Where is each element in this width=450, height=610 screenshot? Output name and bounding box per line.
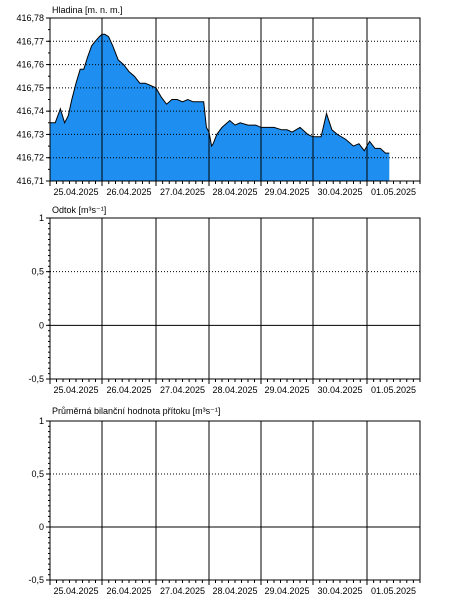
x-tick-label: 29.04.2025 xyxy=(264,586,309,596)
x-tick-label: 29.04.2025 xyxy=(264,187,309,197)
y-tick-label: 0,5 xyxy=(31,267,44,277)
y-tick-label: 416,72 xyxy=(16,153,44,163)
y-tick-label: 416,71 xyxy=(16,176,44,186)
x-tick-label: 30.04.2025 xyxy=(317,385,362,395)
x-tick-label: 01.05.2025 xyxy=(371,385,416,395)
x-tick-label: 28.04.2025 xyxy=(212,385,257,395)
plot-frame xyxy=(49,217,421,380)
area-fill xyxy=(50,34,390,181)
y-tick-label: 1 xyxy=(39,213,44,223)
chart-panel-1: Hladina [m. n. m.] 416,71 416,72 416,73 416,… xyxy=(16,5,421,197)
x-tick-label: 01.05.2025 xyxy=(371,586,416,596)
y-tick-label: 416,78 xyxy=(16,13,44,23)
x-tick-label: 25.04.2025 xyxy=(53,586,98,596)
chart-title: Odtok [m³s⁻¹] xyxy=(52,205,106,215)
chart-title: Hladina [m. n. m.] xyxy=(52,5,123,15)
y-tick-label: 416,76 xyxy=(16,60,44,70)
y-tick-label: -0,5 xyxy=(28,374,44,384)
y-tick-label: 416,75 xyxy=(16,83,44,93)
x-tick-label: 27.04.2025 xyxy=(160,187,205,197)
x-tick-label: 28.04.2025 xyxy=(212,187,257,197)
y-tick-label: 0 xyxy=(39,320,44,330)
y-tick-label: -0,5 xyxy=(28,575,44,585)
chart-panel-3: Průměrná bilanční hodnota přítoku [m³s⁻¹… xyxy=(28,406,421,596)
y-tick-label: 0 xyxy=(39,522,44,532)
x-tick-label: 26.04.2025 xyxy=(106,586,151,596)
chart-panel-2: Odtok [m³s⁻¹] -0,5 0 0,5 1 25.04.2025 26.04.20… xyxy=(28,205,421,395)
x-tick-label: 30.04.2025 xyxy=(317,586,362,596)
y-tick-label: 416,74 xyxy=(16,106,44,116)
x-tick-label: 30.04.2025 xyxy=(317,187,362,197)
x-tick-label: 27.04.2025 xyxy=(160,586,205,596)
plot-frame xyxy=(49,420,421,581)
x-tick-label: 29.04.2025 xyxy=(264,385,309,395)
x-tick-label: 01.05.2025 xyxy=(371,187,416,197)
y-tick-label: 416,73 xyxy=(16,129,44,139)
chart-title: Průměrná bilanční hodnota přítoku [m³s⁻¹… xyxy=(52,406,220,416)
x-tick-label: 26.04.2025 xyxy=(106,385,151,395)
y-tick-label: 416,77 xyxy=(16,36,44,46)
y-tick-label: 1 xyxy=(39,416,44,426)
x-tick-label: 27.04.2025 xyxy=(160,385,205,395)
x-tick-label: 25.04.2025 xyxy=(53,187,98,197)
x-tick-label: 25.04.2025 xyxy=(53,385,98,395)
x-tick-label: 26.04.2025 xyxy=(106,187,151,197)
x-tick-label: 28.04.2025 xyxy=(212,586,257,596)
y-tick-label: 0,5 xyxy=(31,469,44,479)
